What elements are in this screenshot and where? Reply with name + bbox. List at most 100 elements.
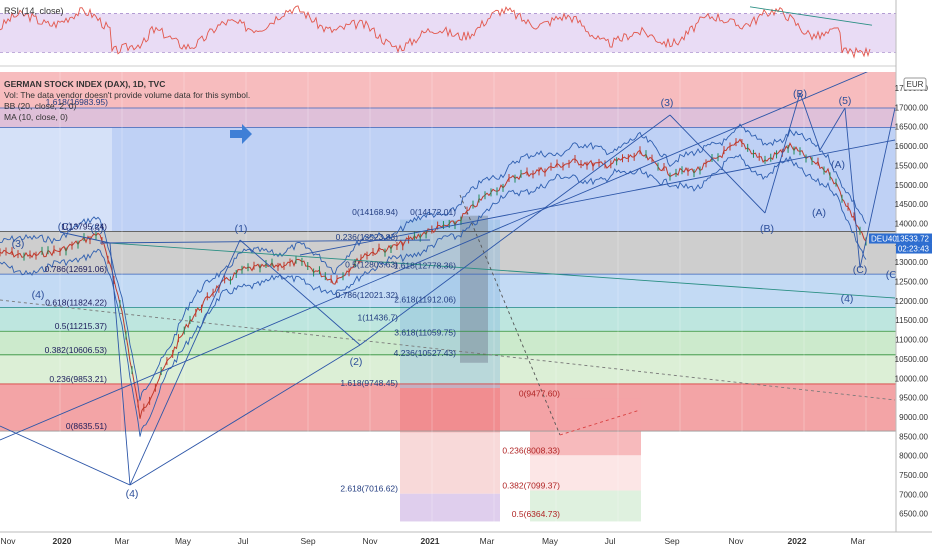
time-axis: Nov 2020 Mar May Jul Sep Nov 2021 Mar May Jul Sep No… [0, 531, 932, 546]
countdown-label: 02:23:43 [898, 245, 930, 254]
wave-label: (4) [126, 488, 139, 500]
time-tick-label: Nov [362, 536, 378, 546]
ma-indicator-label: MA (10, close, 0) [4, 112, 68, 122]
time-tick-label: Mar [480, 536, 495, 546]
projection-column [400, 388, 500, 433]
fib-label: 0(8635.51) [66, 421, 107, 431]
price-tick-label: 14500.00 [895, 200, 929, 209]
fib-label: 3.618(11059.75) [394, 327, 456, 337]
fib-label: 2.618(7016.62) [340, 484, 398, 494]
volume-note: Vol: The data vendor doesn't provide vol… [4, 90, 250, 100]
price-tick-label: 8000.00 [899, 452, 928, 461]
fib-label: 1(11436.7) [358, 313, 399, 323]
time-tick-label: May [542, 536, 559, 546]
fib-label: 2.618(11912.06) [394, 294, 456, 304]
price-tick-label: 9000.00 [899, 413, 928, 422]
fib-label: 0.5(12803.63) [345, 260, 398, 270]
price-tick-label: 9500.00 [899, 394, 928, 403]
fib-zone [0, 307, 896, 332]
rsi-trendline [749, 6, 873, 26]
time-tick-label: Nov [728, 536, 744, 546]
wave-label: (1) [235, 223, 248, 235]
currency-label: EUR [907, 80, 924, 89]
time-tick-label: May [175, 536, 192, 546]
price-tick-label: 12000.00 [895, 297, 929, 306]
fib-label: 0(9477.60) [519, 388, 560, 398]
time-tick-label: Nov [0, 536, 16, 546]
bollinger-upper [0, 123, 867, 401]
drawing-trendline [109, 242, 131, 486]
fib-ext-zone [530, 455, 641, 491]
fib-label: 0.5(6364.73) [512, 509, 560, 519]
price-tick-label: 10500.00 [895, 355, 929, 364]
fib-label: 1.618(12778.36) [394, 261, 457, 271]
wave-label: (A) [812, 207, 826, 219]
drawing-trendline [129, 344, 361, 486]
drawing-trendline [0, 425, 131, 486]
fib-zone [0, 354, 896, 384]
drawing-trendline [109, 242, 896, 299]
fib-label: 1.618(16983.95) [46, 97, 109, 107]
price-tick-label: 16500.00 [895, 123, 929, 132]
price-pane: (3) (4) (C) (5) (1) (4) (2) (3) (B) (5) (A) (B) (A) (… [0, 72, 901, 532]
price-tick-label: 16000.00 [895, 142, 929, 151]
price-tick-label: 10000.00 [895, 374, 929, 383]
time-tick-label: 2020 [53, 536, 72, 546]
rsi-pane: 75.0050.0025.00 [0, 0, 932, 67]
wave-label: (B) [793, 88, 807, 100]
drawing-trendline [764, 92, 801, 214]
drawing-trendline [559, 409, 641, 436]
symbol-title: GERMAN STOCK INDEX (DAX), 1D, TVC [4, 79, 165, 89]
countdown-box [896, 243, 932, 254]
fib-label: 0.382(10606.53) [45, 345, 108, 355]
projection-column [400, 493, 500, 522]
fib-label: 0.236(13523.83) [336, 232, 399, 242]
fib-zone [0, 72, 896, 108]
price-tick-label: 7000.00 [899, 490, 928, 499]
drawing-trendline [799, 92, 821, 151]
rsi-title: RSI (14, close) [4, 6, 64, 16]
fib-label: 0.382(7099.37) [502, 481, 560, 491]
drawing-trendline [359, 114, 671, 346]
time-tick-label: Jul [238, 536, 249, 546]
drawing-trendline [299, 139, 896, 256]
wave-label: (3) [12, 238, 25, 250]
drawing-trendline [819, 107, 846, 151]
wave-label: (C) [853, 264, 868, 276]
time-tick-label: Sep [664, 536, 679, 546]
bollinger-lower [0, 153, 867, 437]
drawing-trendline [59, 231, 111, 244]
axis-bg [896, 0, 932, 550]
wave-label: (5) [91, 223, 104, 235]
symbol-tag: DEU40 [871, 235, 897, 244]
price-tick-label: 8500.00 [899, 432, 928, 441]
price-tick-label: 15500.00 [895, 161, 929, 170]
price-tick-label: 7500.00 [899, 471, 928, 480]
drawing-trendline [844, 107, 861, 269]
symbol-tag-box [869, 233, 932, 244]
fib-ext-zone [530, 490, 641, 522]
fib-label: 0.5(11215.37) [55, 321, 107, 331]
drawing-trendline [459, 194, 561, 436]
wave-label: (C) [886, 269, 901, 281]
bb-indicator-label: BB (20, close, 2, 0) [4, 101, 76, 111]
fib-label: 0(14168.94) [352, 207, 398, 217]
price-tick-label: 6500.00 [899, 510, 928, 519]
price-tick-label: 13000.00 [895, 258, 929, 267]
fib-label: 1(13795.24) [61, 221, 107, 231]
wave-label: (5) [839, 95, 852, 107]
drawing-trendline [859, 107, 896, 269]
projection-column [400, 432, 500, 494]
time-tick-label: 2021 [421, 536, 440, 546]
arrow-right-icon [230, 124, 252, 144]
wave-label: (4) [841, 293, 854, 305]
wave-label: (A) [831, 159, 845, 171]
price-tick-label: 11500.00 [895, 316, 928, 325]
rsi-line [0, 5, 871, 59]
projection-column [460, 215, 488, 363]
time-tick-label: 2022 [788, 536, 807, 546]
price-tick-label: 11000.00 [895, 336, 928, 345]
fib-label: 0.786(12021.32) [336, 290, 399, 300]
fib-zone [0, 331, 896, 355]
